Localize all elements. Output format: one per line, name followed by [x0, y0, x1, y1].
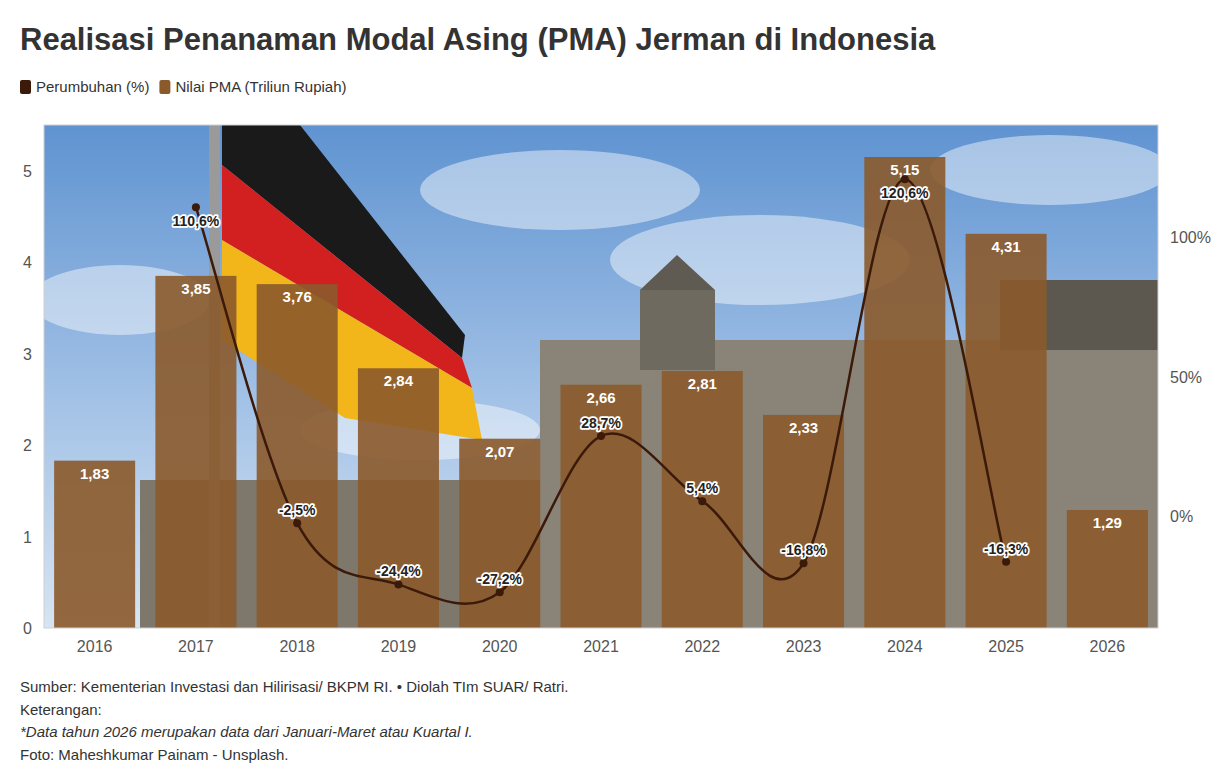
bar [1067, 510, 1148, 628]
note: Sumber: Kementerian Investasi dan Hiliri… [20, 678, 569, 695]
x-tick-label: 2025 [988, 638, 1024, 655]
x-tick-label: 2017 [178, 638, 214, 655]
plot-frame [44, 125, 1158, 628]
bar-label: 2,84 [384, 372, 414, 389]
x-tick-label: 2024 [887, 638, 923, 655]
x-tick-label: 2023 [786, 638, 822, 655]
legend-swatch [20, 80, 31, 94]
line-label: -24,4% [376, 563, 421, 579]
legend-swatch [159, 80, 170, 94]
bar [155, 276, 236, 628]
bar [662, 371, 743, 628]
x-tick-label: 2022 [684, 638, 720, 655]
note: *Data tahun 2026 merupakan data dari Jan… [20, 723, 473, 740]
line-label: -16,8% [781, 542, 826, 558]
y-tick-label: 1 [23, 529, 32, 546]
legend-label: Perumbuhan (%) [36, 78, 149, 95]
line-label: -27,2% [478, 571, 523, 587]
y-tick-label: 0 [23, 620, 32, 637]
line-point [394, 580, 402, 588]
bar [560, 385, 641, 628]
line-point [698, 497, 706, 505]
bar [966, 234, 1047, 628]
x-tick-label: 2021 [583, 638, 619, 655]
background [44, 125, 1158, 628]
line-point [597, 432, 605, 440]
x-tick-label: 2020 [482, 638, 518, 655]
line-point [192, 203, 200, 211]
chart: Realisasi Penanaman Modal Asing (PMA) Je… [0, 0, 1225, 777]
bar [864, 157, 945, 628]
legend-label: Nilai PMA (Triliun Rupiah) [175, 78, 346, 95]
note: Foto: Maheshkumar Painam - Unsplash. [20, 746, 288, 763]
bar-label: 1,83 [80, 465, 109, 482]
bar [763, 415, 844, 628]
y-tick-label: 5 [23, 163, 32, 180]
y2-tick-label: 0% [1170, 508, 1193, 525]
y-tick-label: 3 [23, 346, 32, 363]
y-tick-label: 4 [23, 254, 32, 271]
line-label: 110,6% [173, 213, 220, 229]
line-label: 28,7% [581, 415, 621, 431]
bar-label: 2,66 [586, 389, 615, 406]
line [196, 179, 1006, 604]
x-tick-label: 2026 [1090, 638, 1126, 655]
line-point [496, 588, 504, 596]
bar [54, 461, 135, 628]
y-tick-label: 2 [23, 437, 32, 454]
bar-label: 3,85 [181, 280, 210, 297]
bar-label: 2,07 [485, 443, 514, 460]
data-labels: 1,83 3,85 3,76 2,84 2,07 2,66 2,81 2,33 5,15 4,31… [80, 161, 1122, 587]
y2-tick-label: 50% [1170, 369, 1202, 386]
bar [459, 439, 540, 628]
bar-label: 3,76 [283, 288, 312, 305]
bar-label: 5,15 [890, 161, 919, 178]
bar-label: 2,33 [789, 419, 818, 436]
line-label: -2,5% [279, 502, 316, 518]
line-label: -16,3% [984, 541, 1029, 557]
line-point [293, 519, 301, 527]
line-point [800, 559, 808, 567]
bar-label: 4,31 [991, 238, 1020, 255]
x-tick-label: 2018 [279, 638, 315, 655]
bar-label: 2,81 [688, 375, 717, 392]
line-point [1002, 558, 1010, 566]
x-tick-label: 2019 [381, 638, 417, 655]
marks [54, 157, 1148, 628]
y2-tick-label: 100% [1170, 229, 1211, 246]
note: Keterangan: [20, 701, 102, 718]
bar-label: 1,29 [1093, 514, 1122, 531]
x-tick-label: 2016 [77, 638, 113, 655]
line-label: 120,6% [881, 185, 929, 201]
line-label: 5,4% [686, 480, 718, 496]
title: Realisasi Penanaman Modal Asing (PMA) Je… [20, 22, 936, 57]
bar [358, 368, 439, 628]
